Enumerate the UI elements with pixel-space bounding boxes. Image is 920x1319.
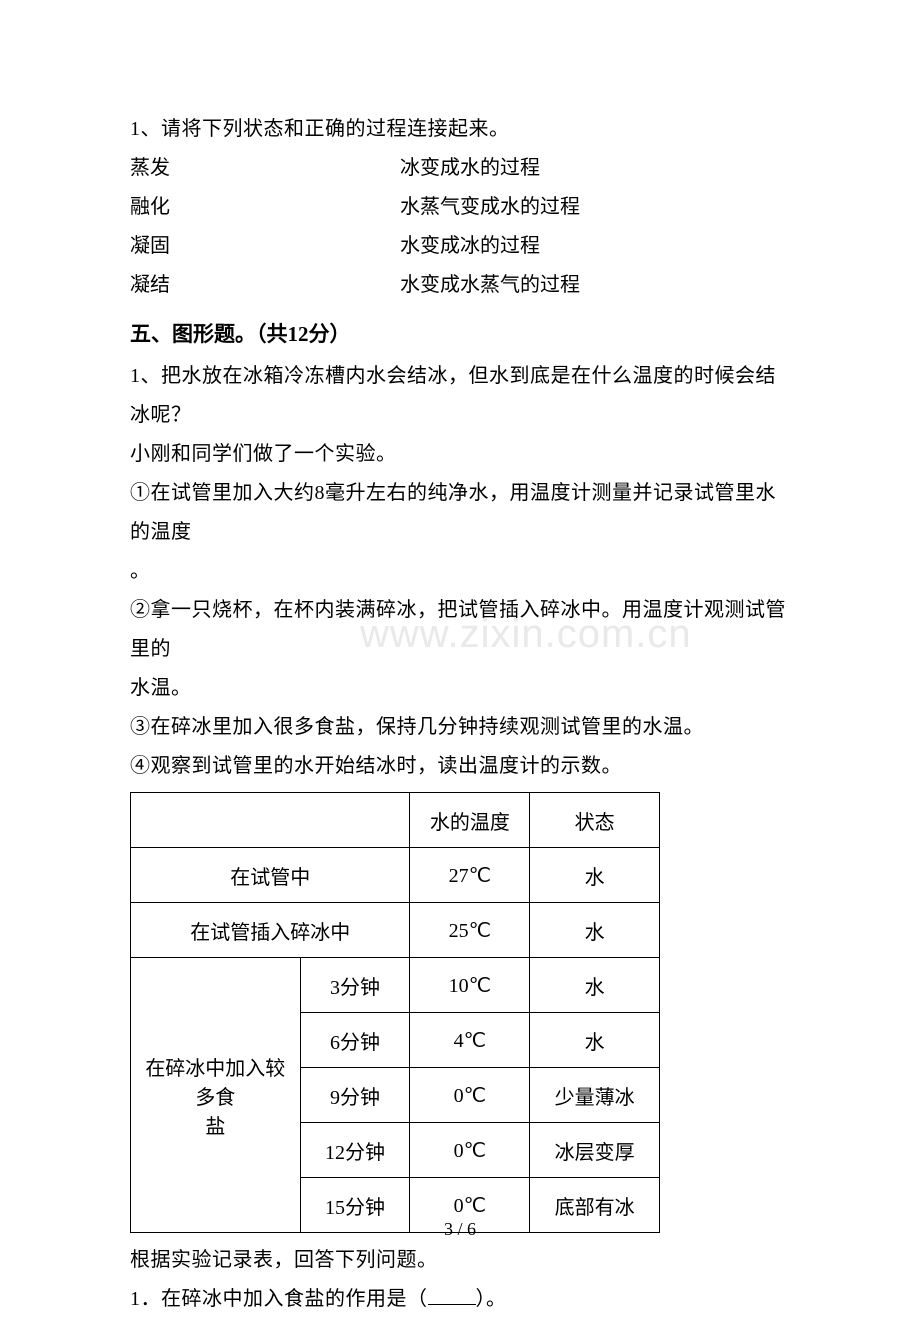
table-cell-temp: 0℃	[410, 1123, 530, 1178]
table-cell-label: 在试管中	[131, 848, 410, 903]
followup-question: 1．在碎冰中加入食盐的作用是（ ）。	[130, 1280, 790, 1319]
table-cell-temp: 0℃	[410, 1178, 530, 1233]
intro-line: 小刚和同学们做了一个实验。	[130, 435, 790, 474]
followup-text-b: ）。	[476, 1288, 507, 1310]
table-row: 在试管中 27℃ 水	[131, 848, 660, 903]
experiment-table: 水的温度 状态 在试管中 27℃ 水 在试管插入碎冰中 25℃ 水 在碎冰中加入…	[130, 792, 660, 1233]
table-cell-state: 水	[530, 1013, 660, 1068]
table-cell-time: 6分钟	[300, 1013, 410, 1068]
step-line: ②拿一只烧杯，在杯内装满碎冰，把试管插入碎冰中。用温度计观测试管里的	[130, 591, 790, 669]
table-cell-state: 水	[530, 958, 660, 1013]
match-left: 融化	[130, 188, 400, 227]
page-content: 1、请将下列状态和正确的过程连接起来。 蒸发 冰变成水的过程 融化 水蒸气变成水…	[130, 110, 790, 1319]
table-cell-state: 冰层变厚	[530, 1123, 660, 1178]
table-cell-state: 水	[530, 848, 660, 903]
step-line: ③在碎冰里加入很多食盐，保持几分钟持续观测试管里的水温。	[130, 708, 790, 747]
step-line: ④观察到试管里的水开始结冰时，读出温度计的示数。	[130, 747, 790, 786]
table-cell-state: 水	[530, 903, 660, 958]
table-cell-label: 在试管插入碎冰中	[131, 903, 410, 958]
table-header-temp: 水的温度	[410, 793, 530, 848]
table-cell-temp: 27℃	[410, 848, 530, 903]
table-row: 水的温度 状态	[131, 793, 660, 848]
table-cell-group-label: 在碎冰中加入较多食 盐	[131, 958, 301, 1233]
match-right: 水变成冰的过程	[400, 227, 540, 266]
table-row: 在试管插入碎冰中 25℃ 水	[131, 903, 660, 958]
followup-line: 根据实验记录表，回答下列问题。	[130, 1241, 790, 1280]
table-cell-state: 底部有冰	[530, 1178, 660, 1233]
table-cell-time: 9分钟	[300, 1068, 410, 1123]
match-row: 凝固 水变成冰的过程	[130, 227, 790, 266]
followup-text-a: 1．在碎冰中加入食盐的作用是（	[130, 1288, 428, 1310]
section-5-title: 五、图形题。（共12分）	[130, 311, 790, 357]
table-cell-temp: 10℃	[410, 958, 530, 1013]
table-cell-temp: 25℃	[410, 903, 530, 958]
blank-fill[interactable]	[428, 1285, 476, 1305]
step-line: 。	[130, 552, 790, 591]
match-row: 蒸发 冰变成水的过程	[130, 149, 790, 188]
table-row: 在碎冰中加入较多食 盐 3分钟 10℃ 水	[131, 958, 660, 1013]
table-cell-blank	[131, 793, 410, 848]
table-cell-temp: 4℃	[410, 1013, 530, 1068]
group-label-line: 在碎冰中加入较多食	[139, 1052, 292, 1110]
match-row: 凝结 水变成水蒸气的过程	[130, 266, 790, 305]
table-cell-time: 12分钟	[300, 1123, 410, 1178]
intro-line: 1、把水放在冰箱冷冻槽内水会结冰，但水到底是在什么温度的时候会结冰呢？	[130, 357, 790, 435]
table-cell-state: 少量薄冰	[530, 1068, 660, 1123]
step-line: 水温。	[130, 669, 790, 708]
match-row: 融化 水蒸气变成水的过程	[130, 188, 790, 227]
match-right: 冰变成水的过程	[400, 149, 540, 188]
table-cell-time: 3分钟	[300, 958, 410, 1013]
match-left: 凝固	[130, 227, 400, 266]
group-label-line: 盐	[139, 1110, 292, 1139]
match-left: 凝结	[130, 266, 400, 305]
table-cell-temp: 0℃	[410, 1068, 530, 1123]
q1-prompt: 1、请将下列状态和正确的过程连接起来。	[130, 110, 790, 149]
step-line: ①在试管里加入大约8毫升左右的纯净水，用温度计测量并记录试管里水的温度	[130, 474, 790, 552]
match-right: 水变成水蒸气的过程	[400, 266, 580, 305]
table-header-state: 状态	[530, 793, 660, 848]
table-cell-time: 15分钟	[300, 1178, 410, 1233]
match-left: 蒸发	[130, 149, 400, 188]
match-right: 水蒸气变成水的过程	[400, 188, 580, 227]
